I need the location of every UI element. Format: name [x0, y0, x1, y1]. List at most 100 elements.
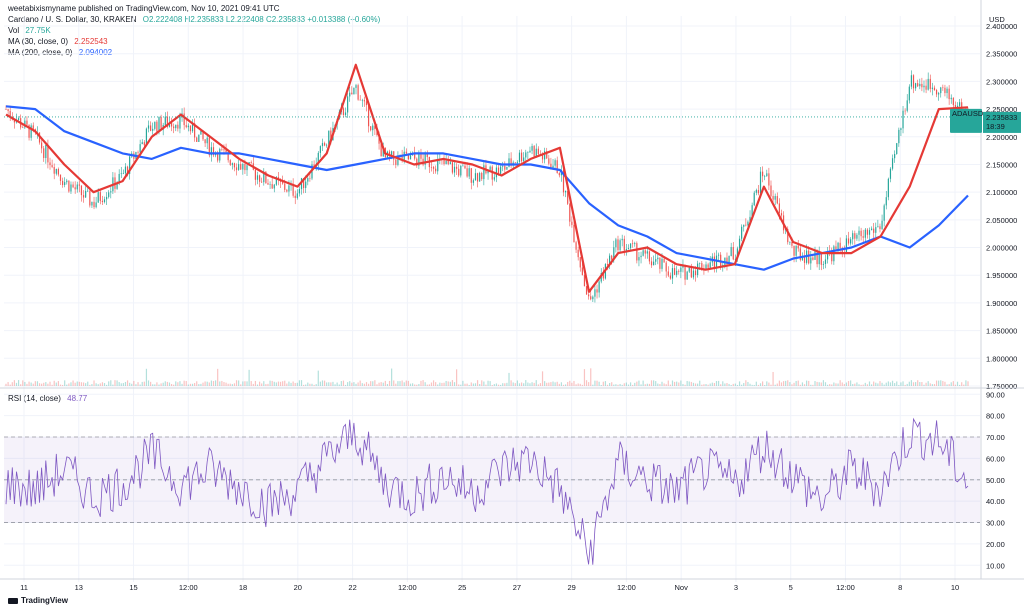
volume-bar	[638, 380, 640, 386]
volume-bar	[734, 383, 736, 386]
candle-body	[839, 242, 841, 248]
candle-body	[816, 250, 818, 265]
candle-body	[883, 205, 885, 221]
candle-body	[294, 195, 296, 198]
volume-bar	[160, 383, 162, 386]
y-tick-label: 1.850000	[986, 327, 1017, 336]
volume-bar	[860, 384, 862, 386]
ma200-legend[interactable]: MA (200, close, 0) 2.094002	[8, 48, 116, 58]
candle-body	[449, 162, 451, 165]
candle-body	[223, 149, 225, 151]
candle-body	[894, 154, 896, 159]
candle-body	[590, 296, 592, 300]
candle-body	[824, 259, 827, 264]
candle-body	[99, 192, 101, 201]
candle-body	[456, 166, 458, 169]
candle-body	[7, 109, 9, 111]
candle-body	[619, 240, 621, 251]
candle-body	[929, 78, 931, 89]
candle-body	[443, 159, 445, 164]
ma30-legend[interactable]: MA (30, close, 0) 2.252543	[8, 37, 112, 47]
volume-bar	[808, 380, 810, 386]
volume-bar	[879, 381, 881, 386]
candle-body	[952, 97, 954, 106]
volume-bar	[292, 381, 294, 386]
candle-body	[17, 118, 20, 120]
tradingview-logo[interactable]: TradingView	[8, 596, 68, 605]
candle-body	[405, 151, 407, 154]
candle-body	[187, 125, 189, 128]
candle-body	[361, 100, 363, 101]
volume-bar	[946, 384, 948, 386]
tradingview-brand: TradingView	[21, 596, 68, 605]
candle-body	[753, 192, 755, 206]
volume-bar	[344, 384, 347, 386]
volume-bar	[770, 384, 772, 386]
volume-bar	[818, 382, 820, 386]
volume-legend[interactable]: Vol 27.75K	[8, 26, 55, 36]
volume-bar	[736, 384, 739, 386]
candle-body	[818, 253, 820, 265]
volume-bar	[357, 382, 359, 386]
volume-bar	[539, 383, 542, 386]
volume-bar	[856, 382, 858, 386]
candle-body	[5, 109, 7, 110]
candle-body	[644, 250, 646, 254]
volume-bar	[391, 368, 393, 386]
candle-body	[594, 289, 596, 297]
candle-body	[97, 192, 99, 203]
candle-body	[682, 265, 684, 268]
candle-body	[78, 184, 80, 186]
symbol-name[interactable]: Cardano / U. S. Dollar, 30, KRAKEN	[8, 15, 137, 24]
volume-bar	[728, 383, 730, 386]
candle-body	[238, 164, 240, 170]
volume-bar	[481, 380, 483, 386]
candle-body	[89, 190, 91, 206]
candle-body	[598, 281, 600, 293]
volume-bar	[711, 382, 713, 386]
volume-bar	[831, 384, 833, 386]
volume-bar	[776, 383, 778, 386]
candle-body	[615, 239, 617, 248]
candle-body	[933, 87, 936, 90]
volume-bar	[692, 382, 695, 386]
candle-body	[137, 152, 139, 153]
volume-bar	[152, 384, 154, 386]
volume-bar	[150, 381, 152, 386]
volume-bar	[453, 382, 456, 386]
candle-body	[822, 263, 824, 265]
candle-body	[305, 181, 307, 188]
volume-bar	[342, 380, 345, 386]
candle-body	[91, 201, 93, 206]
volume-bar	[191, 383, 194, 386]
candle-body	[709, 262, 711, 268]
volume-bar	[745, 380, 747, 386]
volume-bar	[424, 382, 426, 386]
volume-bar	[370, 381, 372, 386]
candle-body	[923, 85, 925, 88]
candle-body	[541, 154, 544, 160]
candle-body	[738, 238, 741, 249]
candle-body	[267, 183, 269, 185]
volume-bar	[684, 384, 686, 386]
volume-bar	[55, 382, 57, 386]
candle-body	[896, 143, 898, 155]
candle-body	[416, 158, 418, 166]
candle-body	[380, 143, 382, 157]
volume-bar	[793, 382, 795, 386]
volume-bar	[617, 384, 619, 386]
rsi-legend[interactable]: RSI (14, close) 48.77	[8, 394, 91, 404]
volume-bar	[757, 384, 760, 386]
ma30-label: MA (30, close, 0)	[8, 37, 69, 46]
candle-body	[319, 146, 321, 153]
candle-body	[353, 87, 355, 95]
volume-bar	[472, 383, 474, 386]
volume-bar	[414, 384, 416, 386]
volume-bar	[131, 383, 133, 386]
volume-bar	[43, 382, 45, 386]
candle-body	[474, 173, 477, 181]
volume-bar	[602, 381, 604, 386]
candle-body	[609, 255, 611, 265]
volume-bar	[944, 381, 946, 386]
